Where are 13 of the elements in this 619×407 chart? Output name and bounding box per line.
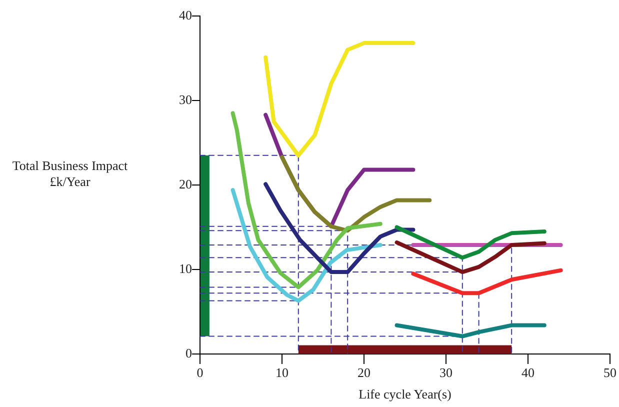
x-tick-label: 10 bbox=[276, 365, 288, 380]
x-tick-label: 20 bbox=[358, 365, 370, 380]
y-tick-label: 20 bbox=[179, 176, 192, 192]
y-tick-label: 0 bbox=[186, 345, 192, 360]
y-axis-title: Total Business Impact £k/Year bbox=[11, 158, 129, 190]
y-tick-label: 10 bbox=[179, 260, 192, 276]
y-tick-label: 40 bbox=[179, 7, 192, 22]
x-tick-label: 50 bbox=[604, 365, 616, 380]
x-tick-label: 30 bbox=[440, 365, 452, 380]
x-tick-label: 0 bbox=[196, 365, 204, 380]
x-tick-label: 40 bbox=[522, 365, 534, 380]
y-tick-label: 30 bbox=[179, 92, 192, 107]
x-axis-title: Life cycle Year(s) bbox=[358, 386, 452, 402]
